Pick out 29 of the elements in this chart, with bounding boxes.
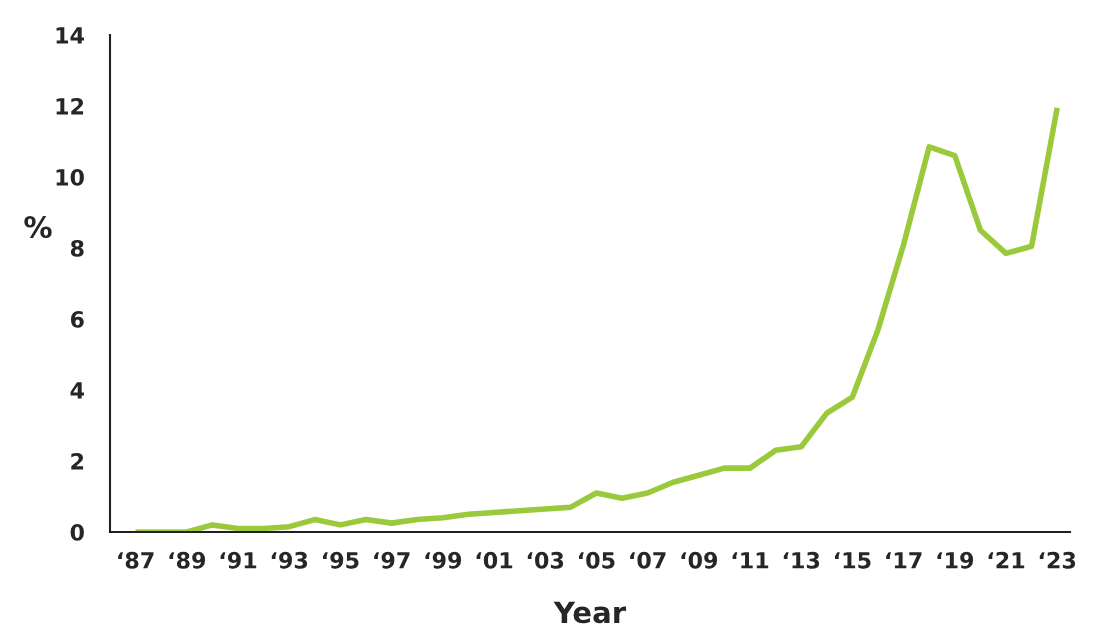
y-tick-label: 6	[70, 310, 84, 328]
x-tick-label: ‘05	[579, 551, 615, 569]
y-tick-label: 4	[70, 382, 84, 399]
y-tick-label: 2	[71, 452, 84, 470]
x-tick-label: ‘19	[937, 551, 974, 569]
x-tick-label: ‘15	[835, 552, 871, 569]
x-tick-label: ‘03	[527, 551, 564, 569]
x-tick-label: ‘89	[169, 551, 206, 569]
x-tick-label: ‘01	[476, 551, 513, 569]
x-tick-label: ‘91	[220, 551, 257, 569]
x-tick-label: ‘13	[783, 551, 820, 569]
x-tick-label: ‘17	[886, 552, 922, 569]
x-tick-label: ‘09	[681, 551, 718, 569]
y-tick-label: 14	[56, 27, 84, 44]
y-tick-label: 0	[70, 523, 84, 541]
x-tick-label: ‘07	[630, 551, 666, 569]
x-tick-label: ‘95	[323, 551, 359, 569]
x-tick-label: ‘23	[1039, 551, 1076, 569]
y-tick-label: 8	[70, 239, 84, 257]
x-tick-label: ‘99	[425, 551, 462, 569]
x-tick-label: ‘97	[374, 551, 410, 569]
x-tick-label: ‘11	[732, 552, 769, 569]
x-tick-label: ‘93	[271, 551, 308, 569]
y-axis-title: %	[24, 216, 52, 239]
x-tick-label: ‘21	[988, 551, 1025, 569]
y-tick-label: 10	[56, 168, 84, 186]
x-axis-title: Year	[553, 601, 627, 624]
x-tick-label: ‘87	[118, 551, 154, 569]
y-tick-label: 12	[56, 97, 84, 115]
